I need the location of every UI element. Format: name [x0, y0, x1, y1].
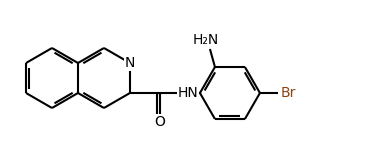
Text: N: N — [125, 56, 135, 70]
Text: Br: Br — [280, 86, 296, 100]
Text: H₂N: H₂N — [193, 33, 219, 47]
Text: HN: HN — [177, 86, 198, 100]
Text: O: O — [155, 115, 165, 129]
